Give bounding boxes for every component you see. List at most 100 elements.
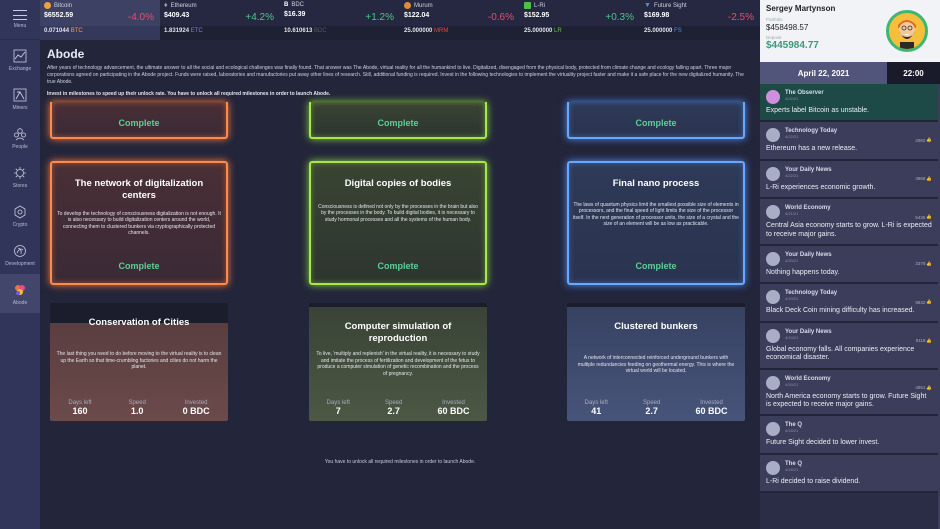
- milestone-card[interactable]: Complete: [567, 102, 745, 139]
- sidebar: Menu Exchange Miners People Stores Crypt…: [0, 0, 40, 529]
- invested-value: 60 BDC: [695, 406, 728, 416]
- thumbs-up-icon[interactable]: 👍: [926, 260, 932, 266]
- bearded-man-icon: [898, 20, 916, 49]
- thumbs-up-icon[interactable]: 👍: [926, 137, 932, 143]
- news-source-avatar: [766, 290, 780, 305]
- crypto-icon: [12, 204, 28, 220]
- coin-price: $122.04: [404, 12, 430, 19]
- coin-holding: 25.000000: [524, 28, 553, 34]
- milestone-card[interactable]: Computer simulation of reproduction To l…: [309, 303, 487, 421]
- news-date: 4/22/21: [785, 172, 799, 178]
- news-source: World Economy: [785, 205, 831, 212]
- deposit-label: Deposit: [766, 35, 782, 40]
- people-icon: [12, 126, 28, 142]
- milestone-description: Consciousness is defined not only by the…: [318, 203, 478, 223]
- milestone-card[interactable]: The network of digitalization centers To…: [50, 161, 228, 285]
- milestone-card[interactable]: Complete: [309, 102, 487, 139]
- ticker-bitcoin[interactable]: Bitcoin $6552.59 -4.0% 0.071044 BTC: [40, 0, 160, 40]
- coin-holding: 1.831924: [164, 28, 190, 34]
- news-source-avatar: [766, 375, 780, 390]
- milestone-status: Complete: [377, 118, 419, 128]
- days-left-value: 7: [335, 406, 341, 416]
- sidebar-item-label: Abode: [12, 299, 28, 306]
- invested-value: 60 BDC: [437, 406, 470, 416]
- thumbs-up-icon[interactable]: 👍: [926, 175, 932, 181]
- milestone-status: Complete: [377, 261, 419, 271]
- page-title: Abode: [47, 47, 85, 61]
- coin-holding: 25.000000: [404, 28, 433, 34]
- news-item[interactable]: Technology Today 4/19/21 9832 👍 Black Deck…: [760, 284, 938, 323]
- news-source-avatar: [766, 251, 780, 266]
- news-item[interactable]: World Economy 4/19/21 4851 👍 North America…: [760, 369, 938, 417]
- milestone-card[interactable]: Complete: [50, 102, 228, 139]
- coin-change: +0.3%: [605, 12, 634, 23]
- page-instruction: Invest in milestones to speed up their u…: [47, 91, 331, 97]
- sidebar-item-people[interactable]: People: [0, 118, 40, 157]
- milestone-card[interactable]: Conservation of Cities The last thing yo…: [50, 303, 228, 421]
- sidebar-item-abode[interactable]: Abode: [0, 274, 40, 313]
- news-item[interactable]: Your Daily News 4/20/21 3378 👍 Nothing hap…: [760, 245, 938, 285]
- sidebar-item-stores[interactable]: Stores: [0, 157, 40, 196]
- murum-icon: [404, 2, 411, 9]
- sidebar-item-development[interactable]: Development: [0, 235, 40, 274]
- milestone-status: Complete: [635, 118, 677, 128]
- coin-name: Ethereum: [170, 2, 197, 9]
- sidebar-item-exchange[interactable]: Exchange: [0, 40, 40, 79]
- ticker-lri[interactable]: L-Ri $152.95 +0.3% 25.000000 LR: [520, 0, 640, 40]
- milestone-description: The laws of quantum physics limit the sm…: [573, 201, 739, 228]
- ticker-bdc[interactable]: B BDC $16.39 +1.2% 10.610613 BDC: [280, 0, 400, 40]
- deposit-value: $445984.77: [766, 40, 819, 51]
- ethereum-icon: ♦: [164, 2, 168, 9]
- news-date: 4/19/21: [785, 381, 799, 387]
- milestone-title: The network of digitalization centers: [74, 178, 204, 201]
- news-feed[interactable]: The Observer 4/22/21 Experts label Bitcoi…: [760, 84, 938, 529]
- menu-button[interactable]: Menu: [0, 0, 40, 40]
- coin-change: +4.2%: [245, 12, 274, 23]
- news-item[interactable]: The Observer 4/22/21 Experts label Bitcoi…: [760, 84, 938, 123]
- coin-symbol: BTC: [70, 28, 83, 34]
- thumbs-up-icon[interactable]: 👍: [926, 384, 932, 390]
- news-source-avatar: [766, 128, 780, 143]
- news-scrollbar[interactable]: [938, 84, 940, 529]
- milestone-status: Complete: [635, 261, 677, 271]
- ticker-murum[interactable]: Murum $122.04 -0.6% 25.000000 MRM: [400, 0, 520, 40]
- news-likes: 9118: [915, 338, 926, 344]
- sidebar-item-miners[interactable]: Miners: [0, 79, 40, 118]
- user-name: Sergey Martynson: [766, 4, 836, 13]
- milestone-description: A network of interconnected reinforced u…: [577, 355, 735, 374]
- milestone-card[interactable]: Final nano process The laws of quantum p…: [567, 161, 745, 285]
- news-text: L-Ri experiences economic growth.: [766, 183, 876, 191]
- news-item[interactable]: Your Daily News 4/22/21 4868 👍 L-Ri experi…: [760, 160, 938, 200]
- invested-label: Invested: [184, 400, 208, 406]
- sidebar-item-crypto[interactable]: Crypto: [0, 196, 40, 235]
- days-left-value: 41: [591, 406, 602, 416]
- thumbs-up-icon[interactable]: 👍: [926, 337, 932, 343]
- coin-symbol: ETC: [190, 28, 203, 34]
- news-text: Central Asia economy starts to grow. L-R…: [766, 222, 932, 238]
- sidebar-item-label: Stores: [12, 182, 28, 189]
- news-item[interactable]: World Economy 4/21/21 5436 👍 Central Asia …: [760, 199, 938, 246]
- sidebar-item-label: Development: [5, 260, 35, 267]
- coin-change: +1.2%: [365, 12, 394, 23]
- thumbs-up-icon[interactable]: 👍: [926, 214, 932, 220]
- ticker-ethereum[interactable]: ♦ Ethereum $409.43 +4.2% 1.831924 ETC: [160, 0, 280, 40]
- news-source: The Q: [785, 422, 803, 429]
- avatar[interactable]: [886, 10, 928, 52]
- news-source: Technology Today: [785, 290, 838, 297]
- hamburger-icon: [13, 10, 27, 20]
- milestone-card[interactable]: Digital copies of bodies Consciousness i…: [309, 161, 487, 285]
- coin-name: L-Ri: [534, 2, 546, 9]
- thumbs-up-icon[interactable]: 👍: [926, 299, 932, 305]
- milestone-card[interactable]: Clustered bunkers A network of interconn…: [567, 303, 745, 421]
- news-date: 4/19/21: [785, 296, 799, 302]
- news-item[interactable]: Your Daily News 4/19/21 9118 👍 Global econ…: [760, 322, 938, 370]
- ticker-future-sight[interactable]: ▼ Future Sight $169.98 -2.5% 25.000000 FS: [640, 0, 760, 40]
- news-item[interactable]: The Q 4/18/21 L-Ri decided to raise divid…: [760, 454, 938, 494]
- milestone-status: Complete: [118, 118, 160, 128]
- news-text: Global economy falls. All companies expe…: [766, 345, 915, 362]
- speed-label: Speed: [128, 400, 146, 406]
- news-item[interactable]: The Q 4/18/21 Future Sight decided to low…: [760, 416, 938, 455]
- abode-page[interactable]: Abode After years of technology advancem…: [40, 40, 760, 529]
- news-item[interactable]: Technology Today 4/22/21 2982 👍 Ethereum h…: [760, 122, 938, 161]
